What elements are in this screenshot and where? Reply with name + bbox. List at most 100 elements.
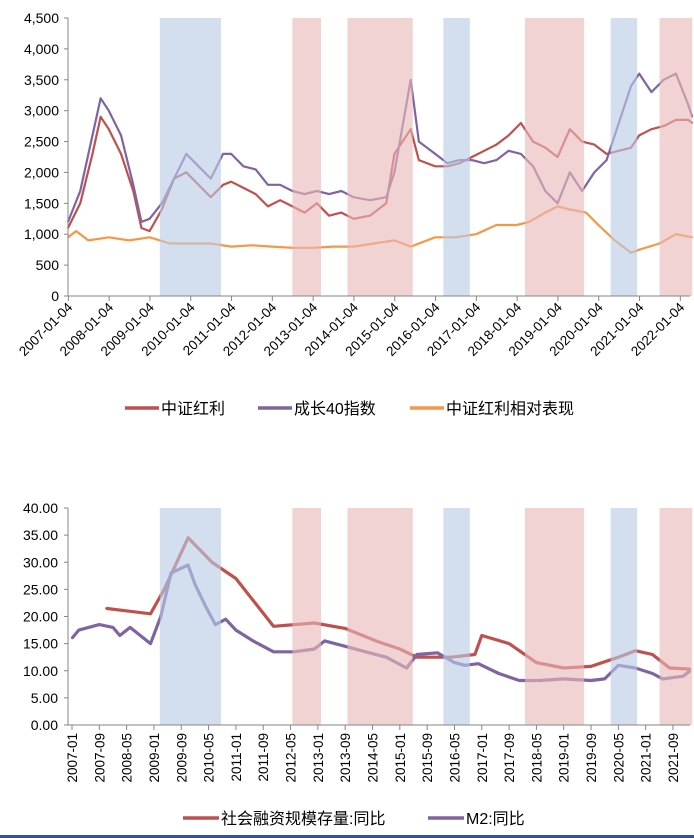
x-tick-label: 2007-01 [65, 733, 80, 783]
data-point [267, 184, 269, 186]
data-point [344, 627, 347, 630]
data-point [140, 227, 143, 229]
x-tick-label: 2010-05 [202, 733, 217, 783]
data-point [483, 150, 485, 152]
bottom-chart-axes: 0.00 5.00 10.00 15.00 20.00 25.00 30.00 35.00 40… [23, 500, 690, 783]
data-point [434, 165, 437, 168]
shaded-period [292, 18, 321, 296]
data-point [415, 653, 418, 656]
data-point [418, 159, 420, 161]
data-point [242, 165, 245, 168]
x-tick-label: 2015-01 [393, 733, 408, 783]
data-point [79, 202, 82, 205]
data-point [129, 626, 132, 629]
data-point [638, 72, 640, 75]
data-point [149, 612, 152, 615]
y-tick-label: 40.00 [23, 500, 58, 516]
x-tick-label: 2009-09 [174, 733, 189, 783]
data-point [234, 577, 237, 580]
data-point [128, 239, 130, 242]
data-point [323, 639, 326, 642]
x-tick-label: 2017-01 [475, 733, 490, 783]
top-chart-shaded-periods [159, 18, 693, 296]
data-point [108, 236, 110, 239]
data-point [328, 214, 330, 217]
shaded-period [610, 18, 638, 296]
data-point [480, 634, 483, 637]
data-point [590, 679, 592, 682]
y-tick-label: 35.00 [23, 527, 58, 543]
data-point [148, 230, 151, 232]
data-point [87, 239, 90, 242]
data-point [651, 672, 654, 675]
y-tick-label: 30.00 [23, 554, 58, 570]
data-point [650, 91, 653, 93]
shaded-period [524, 18, 585, 296]
data-point [272, 625, 275, 628]
y-tick-label: 500 [36, 257, 60, 273]
y-tick-label: 3,000 [24, 103, 59, 119]
x-tick-label: 2018-05 [529, 733, 544, 783]
data-point [638, 248, 640, 251]
y-tick-label: 1,500 [24, 195, 59, 211]
data-point [120, 153, 122, 155]
data-point [230, 245, 232, 248]
data-point [254, 193, 257, 195]
x-tick-label: 2013-09 [338, 733, 353, 783]
data-point [471, 156, 473, 158]
data-point [250, 244, 253, 247]
shaded-period [659, 508, 693, 725]
data-point [252, 639, 254, 642]
y-tick-label: 25.00 [23, 581, 58, 597]
data-point [605, 153, 608, 155]
data-point [149, 642, 152, 645]
legend-label-0: 中证红利 [161, 400, 225, 418]
y-tick-label: 3,500 [24, 72, 59, 88]
data-point [132, 184, 135, 186]
data-point [75, 230, 77, 232]
data-point [344, 645, 347, 648]
x-tick-label: 2011-01 [229, 733, 244, 782]
x-tick-label: 2021-01 [639, 733, 654, 783]
data-point [234, 629, 237, 632]
y-tick-label: 2,000 [24, 164, 59, 180]
x-tick-label: 2007-09 [92, 733, 107, 783]
data-point [98, 623, 101, 626]
data-point [605, 159, 608, 161]
y-tick-label: 1,000 [24, 226, 59, 242]
shaded-period [443, 508, 470, 725]
data-point [471, 159, 473, 161]
bottom-chart-shaded-periods [159, 508, 693, 725]
data-point [507, 134, 510, 137]
data-point [590, 665, 592, 668]
data-point [516, 224, 518, 226]
data-point [118, 634, 121, 637]
data-point [148, 236, 151, 239]
data-point [473, 653, 476, 656]
data-point [99, 97, 102, 100]
shaded-period [292, 508, 321, 725]
data-point [108, 109, 110, 112]
x-tick-label: 2019-01 [557, 733, 572, 783]
data-point [495, 159, 498, 161]
data-point [638, 134, 640, 137]
legend-label-b0: 社会融资规模存量:同比 [221, 810, 385, 828]
y-tick-label: 4,000 [24, 41, 59, 57]
data-point [77, 629, 80, 632]
data-point [328, 193, 330, 195]
x-tick-label: 2015-09 [420, 733, 435, 783]
data-point [99, 116, 102, 118]
y-tick-label: 4,500 [24, 10, 59, 26]
legend-label-2: 中证红利相对表现 [446, 400, 574, 418]
x-tick-label: 2011-09 [256, 733, 271, 782]
data-point [497, 672, 500, 675]
shaded-period [659, 18, 693, 296]
data-point [651, 653, 654, 656]
data-point [79, 190, 82, 192]
data-point [475, 233, 477, 235]
data-point [483, 162, 485, 164]
data-point [518, 679, 521, 682]
data-point [267, 205, 269, 208]
legend-label-b1: M2:同比 [466, 810, 525, 828]
